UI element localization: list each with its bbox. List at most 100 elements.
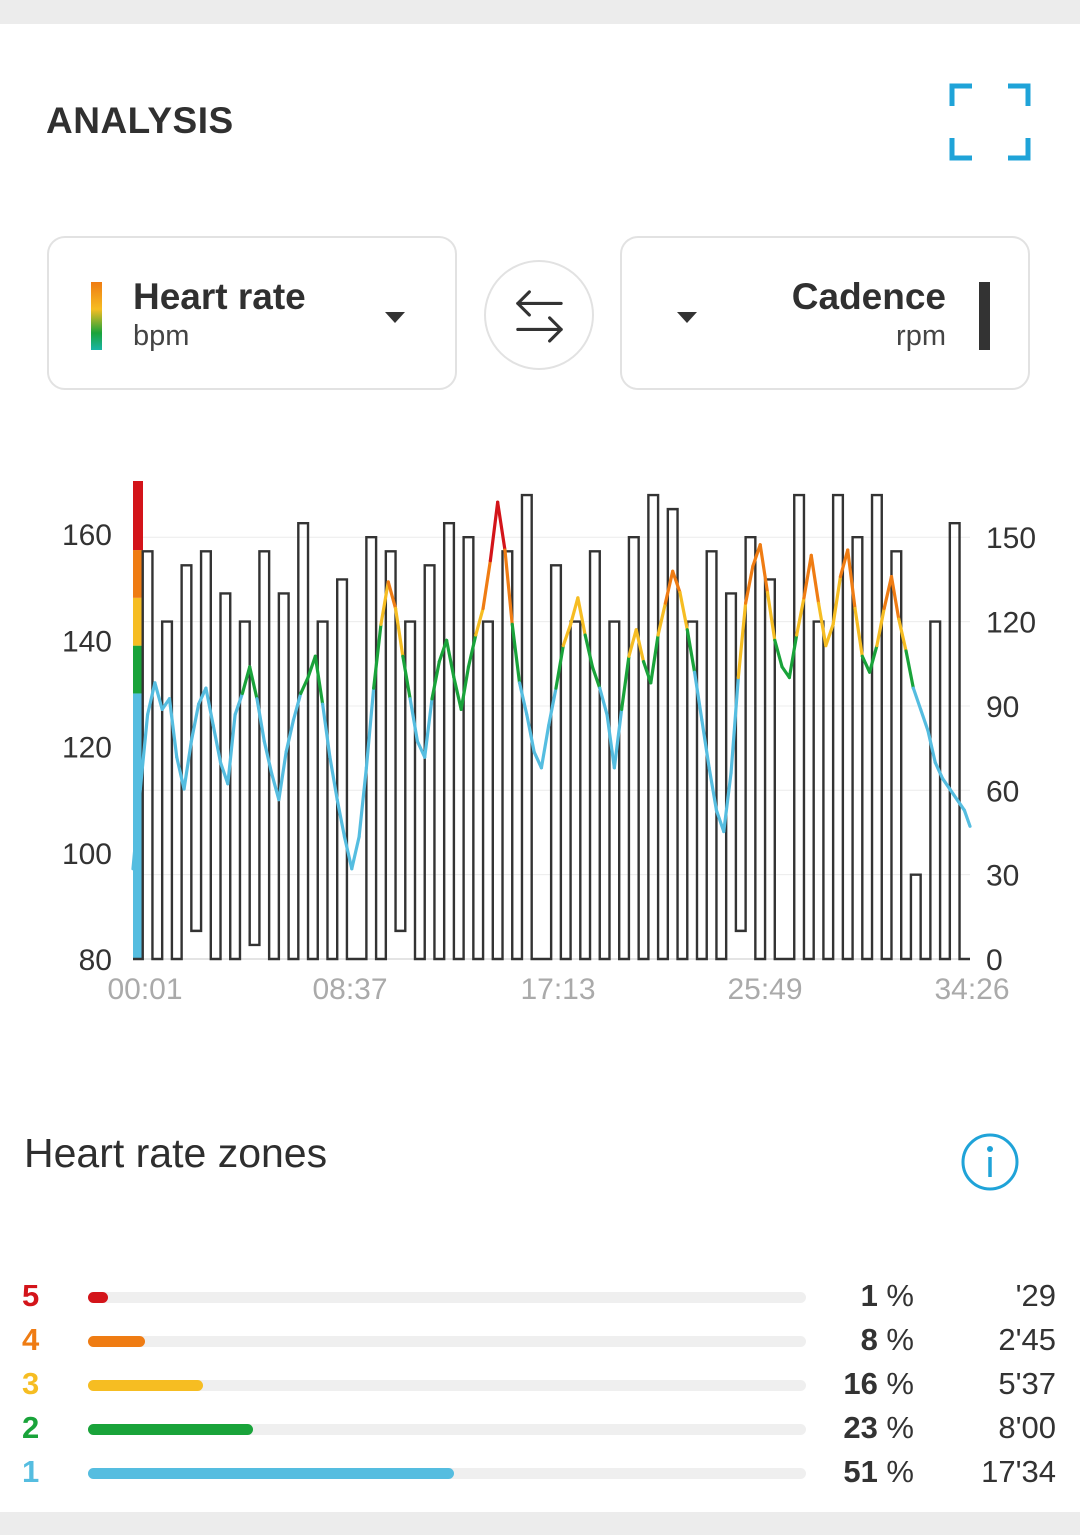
heart-rate-segment [583,633,595,669]
right-metric-selector[interactable]: Cadence rpm [620,236,1030,390]
zone-percent: 16 % [843,1366,914,1401]
heart-rate-segment [933,760,945,781]
chevron-down-icon [385,312,405,323]
zone-duration: 8'00 [998,1410,1056,1445]
heart-rate-segment [554,644,565,690]
info-icon[interactable] [960,1132,1020,1192]
heart-rate-segment [955,798,967,812]
zone-bar-track [88,1380,806,1391]
heart-rate-segment [758,543,770,595]
heart-rate-segment [897,617,908,653]
heart-rate-segment [517,681,529,717]
heart-rate-segment [269,771,281,802]
y-right-tick-label: 0 [986,944,1003,977]
heart-rate-segment [911,686,923,711]
heart-rate-segment [634,628,646,664]
x-tick-label: 00:01 [107,973,182,1006]
heart-rate-segment [430,659,441,701]
heart-rate-segment [802,553,813,600]
swap-metrics-button[interactable] [484,260,594,370]
heart-rate-segment [809,553,821,605]
heart-rate-segment [496,500,507,552]
heart-rate-segment [291,691,303,722]
right-metric-label: Cadence [791,276,946,317]
heart-rate-segment [445,638,456,680]
zone-bar-track [88,1424,806,1435]
x-tick-label: 17:13 [520,973,595,1006]
zone-bar-track [88,1468,806,1479]
heart-rate-segment [226,713,237,786]
heart-rate-segment [685,628,697,674]
heart-rate-segment [882,574,894,611]
zone-duration: '29 [1015,1278,1056,1313]
heart-rate-segment [525,713,536,754]
heart-rate-segment [605,713,616,770]
zone-bar-fill [88,1468,455,1479]
zone-bar-fill [88,1380,203,1391]
zone-scale-segment [133,645,143,694]
heart-rate-segment [335,798,347,839]
y-right-tick-label: 120 [986,607,1036,640]
heart-rate-segment [889,574,901,621]
heart-rate-segment [846,548,857,611]
heart-rate-segment [656,601,667,637]
heart-rate-segment [437,638,449,664]
zone-row: 1 51 % 17'34 [0,1454,1080,1494]
heart-rate-segment [773,638,784,669]
zone-bar-fill [88,1292,108,1303]
heart-rate-segment [372,622,383,690]
heart-rate-segment [153,681,164,711]
heart-rate-segment [722,771,733,834]
zone-scale-segment [133,481,143,551]
heart-rate-segment [919,707,930,733]
x-tick-label: 08:37 [312,973,387,1006]
zone-scale-segment [133,597,143,646]
heart-rate-segment [612,707,624,770]
zone-percent: 23 % [843,1410,914,1445]
heart-rate-segment [503,548,514,626]
heart-rate-segment [167,697,179,759]
heart-rate-segment [379,580,390,626]
heart-rate-segment [350,835,361,871]
y-right-tick-label: 30 [986,860,1019,893]
heart-rate-segment [182,739,193,791]
heart-rate-segment [401,654,412,701]
zone-number: 2 [22,1410,40,1445]
heart-rate-segment [299,675,310,696]
y-left-tick-label: 140 [62,625,112,658]
heart-rate-segment [926,729,937,765]
heart-rate-segment [824,622,835,648]
y-left-tick-label: 80 [79,944,112,977]
heart-rate-segment [284,718,296,754]
heart-rate-segment [598,686,609,717]
heart-rate-segment [729,675,740,775]
heart-rate-segment [452,675,463,711]
analysis-chart[interactable]: 80 100 120 140 160 0 30 60 90 120 150 00:01 08:37 17:… [0,454,1080,1014]
heart-rate-segment [488,500,500,563]
heart-rate-segment [744,564,755,605]
heart-rate-segment [306,654,317,680]
zones-title: Heart rate zones [24,1130,328,1176]
heart-rate-segment [867,644,879,674]
heart-rate-segment [539,723,551,770]
zone-duration: 2'45 [998,1322,1056,1357]
heart-rate-segment [211,723,223,765]
heart-rate-segment [204,686,215,727]
heart-rate-segment [795,596,806,637]
heart-rate-segment [568,596,580,626]
zone-row: 2 23 % 8'00 [0,1410,1080,1450]
heart-rate-segment [175,755,186,791]
heart-rate-segment [948,787,959,802]
heart-rate-segment [649,633,660,685]
heart-rate-segment [547,686,558,727]
heart-rate-segment [131,787,142,871]
cadence-series-line [133,493,970,961]
heart-rate-segment [189,702,201,743]
zone-row: 3 16 % 5'37 [0,1366,1080,1406]
zone-bar-fill [88,1336,146,1347]
left-metric-selector[interactable]: Heart rate bpm [47,236,457,390]
heart-rate-segment [714,808,726,834]
fullscreen-icon[interactable] [948,82,1032,162]
left-metric-label: Heart rate [133,276,306,317]
heart-rate-gradient-icon [91,282,102,350]
